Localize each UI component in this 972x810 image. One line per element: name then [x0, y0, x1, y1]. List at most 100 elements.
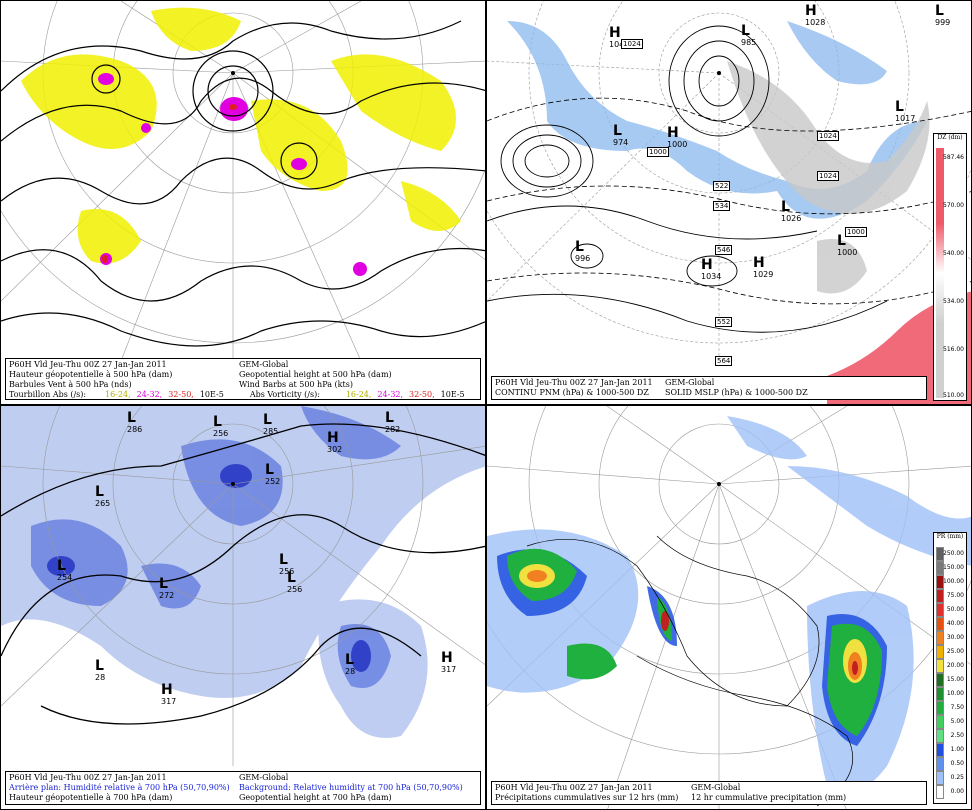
colorbar-label: 250.00	[943, 550, 964, 557]
caption-french-line-2: Hauteur géopotentielle à 500 hPa (dam)	[9, 370, 173, 379]
caption-french-line-3: Hauteur géopotentielle à 700 hPa (dam)	[9, 793, 173, 802]
colorbar-swatch	[936, 645, 944, 659]
caption-validity: P60H Vld Jeu-Thu 00Z 27 Jan-Jan 2011	[495, 378, 653, 387]
pressure-center-low: L 1017	[895, 99, 916, 123]
humidity-map-graphic	[1, 406, 485, 809]
vort-range-2-en: 24-32,	[377, 390, 404, 399]
colorbar-title: DZ (dm)	[937, 134, 963, 141]
colorbar-swatch	[936, 575, 944, 589]
colorbar-label: 2.50	[950, 732, 964, 739]
pressure-center-high: H 1034	[701, 257, 722, 281]
caption-validity: P60H Vld Jeu-Thu 00Z 27 Jan-Jan 2011	[9, 360, 167, 369]
caption-english-line-2: Background: Relative humidity at 700 hPa…	[239, 783, 463, 792]
colorbar-gradient	[936, 148, 944, 398]
caption-french-line-2: Précipitations cummulatives sur 12 hrs (…	[495, 793, 679, 802]
vort-range-2: 24-32,	[136, 390, 163, 399]
colorbar-swatch	[936, 631, 944, 645]
height-center-low: L 265	[95, 484, 111, 508]
vort-range-1: 16-24,	[105, 390, 131, 399]
colorbar-swatch	[936, 659, 944, 673]
height-center-low: L 252	[265, 462, 281, 486]
colorbar-swatch	[936, 785, 944, 799]
colorbar-label: 20.00	[946, 662, 964, 669]
caption-english-line-2: Geopotential height at 500 hPa (dam)	[239, 370, 392, 379]
mslp-map-graphic	[487, 1, 971, 404]
mslp-caption: P60H Vld Jeu-Thu 00Z 27 Jan-Jan 2011 GEM-…	[491, 376, 927, 400]
height-center-low: L 28	[95, 658, 106, 682]
height-center-low: L 282	[385, 410, 401, 434]
isobar-label: 1024	[817, 171, 839, 181]
height-center-low: L 28	[345, 652, 356, 676]
vorticity-map-graphic	[1, 1, 485, 404]
caption-validity: P60H Vld Jeu-Thu 00Z 27 Jan-Jan 2011	[495, 783, 653, 792]
panel-humidity-map: L 286 L 256 L 285 L 282 H 302 L 252 L 265 L 254 …	[0, 405, 486, 810]
caption-model: GEM-Global	[239, 360, 289, 369]
colorbar-swatch	[936, 547, 944, 561]
caption-french-line-2: CONTINU PNM (hPa) & 1000-500 DZ	[495, 388, 649, 397]
colorbar-label: 30.00	[946, 634, 964, 641]
caption-english-line-2: SOLID MSLP (hPa) & 1000-500 DZ	[665, 388, 808, 397]
caption-validity: P60H Vld Jeu-Thu 00Z 27 Jan-Jan 2011	[9, 773, 167, 782]
colorbar-label: 1.00	[950, 746, 964, 753]
panel-vorticity-map: P60H Vld Jeu-Thu 00Z 27 Jan-Jan 2011 GEM-…	[0, 0, 486, 405]
colorbar-swatch	[936, 715, 944, 729]
colorbar-swatch	[936, 771, 944, 785]
colorbar-label: 75.00	[946, 592, 964, 599]
thickness-colorbar: DZ (dm) 587.46 570.00 540.00 534.00 516.…	[933, 133, 967, 401]
colorbar-swatch	[936, 603, 944, 617]
colorbar-label: 570.00	[943, 202, 964, 209]
pressure-center-low: L 999	[935, 3, 951, 27]
colorbar-swatch	[936, 743, 944, 757]
isobar-label: 1000	[845, 227, 867, 237]
colorbar-label: 25.00	[946, 648, 964, 655]
pressure-center-high: H 1048	[609, 25, 630, 49]
colorbar-swatch	[936, 757, 944, 771]
caption-french-line-4: Tourbillon Abs (/s):	[9, 390, 87, 399]
colorbar-swatch	[936, 561, 944, 575]
height-center-high: H 317	[161, 682, 177, 706]
thickness-label: 534	[713, 201, 731, 211]
colorbar-label: 150.00	[943, 564, 964, 571]
vort-range-3: 32-50,	[168, 390, 194, 399]
height-center-high: H 317	[441, 650, 457, 674]
colorbar-title: PR (mm)	[936, 533, 964, 540]
colorbar-label: 587.46	[943, 154, 964, 161]
colorbar-label: 0.00	[950, 788, 964, 795]
caption-french-line-2: Arrière plan: Humidité relative à 700 hP…	[9, 783, 230, 792]
height-center-low: L 272	[159, 576, 175, 600]
colorbar-swatch	[936, 617, 944, 631]
caption-model: GEM-Global	[691, 783, 741, 792]
colorbar-label: 534.00	[943, 298, 964, 305]
pressure-center-low: L 974	[613, 123, 629, 147]
caption-model: GEM-Global	[239, 773, 289, 782]
pressure-center-low: L 996	[575, 239, 591, 263]
colorbar-label: 5.00	[950, 718, 964, 725]
height-center-low: L 256	[213, 414, 229, 438]
colorbar-label: 510.00	[943, 392, 964, 399]
colorbar-label: 15.00	[946, 676, 964, 683]
panel-mslp-map: H 1048 H 1028 L 985 L 999 L 974 H 1000 L 1017 L…	[486, 0, 972, 405]
thickness-label: 522	[713, 181, 731, 191]
vort-range-3-en: 32-50,	[409, 390, 435, 399]
height-center-low: L 285	[263, 412, 279, 436]
height-center-high: H 302	[327, 430, 343, 454]
caption-french-line-3: Barbules Vent à 500 hPa (nds)	[9, 380, 132, 389]
height-center-low: L 286	[127, 410, 143, 434]
pressure-center-low: L 985	[741, 23, 757, 47]
colorbar-label: 516.00	[943, 346, 964, 353]
caption-english-line-2: 12 hr cummulative precipitation (mm)	[691, 793, 847, 802]
isobar-label: 1024	[817, 131, 839, 141]
colorbar-label: 40.00	[946, 620, 964, 627]
colorbar-swatch	[936, 701, 944, 715]
vort-range-unit-en: 10E-5	[440, 390, 465, 399]
isobar-label: 1000	[647, 147, 669, 157]
panel-precipitation-map: PR (mm) 250.00 150.00 100.00 75.00 50.00 40.0…	[486, 405, 972, 810]
colorbar-swatch	[936, 673, 944, 687]
precipitation-map-graphic	[487, 406, 971, 809]
thickness-label: 564	[715, 356, 733, 366]
colorbar-swatch	[936, 589, 944, 603]
height-center-low: L 256	[279, 552, 295, 576]
humidity-caption: P60H Vld Jeu-Thu 00Z 27 Jan-Jan 2011 GEM-…	[5, 771, 481, 805]
colorbar-label: 540.00	[943, 250, 964, 257]
caption-english-line-4: Abs Vorticity (/s):	[249, 390, 320, 399]
